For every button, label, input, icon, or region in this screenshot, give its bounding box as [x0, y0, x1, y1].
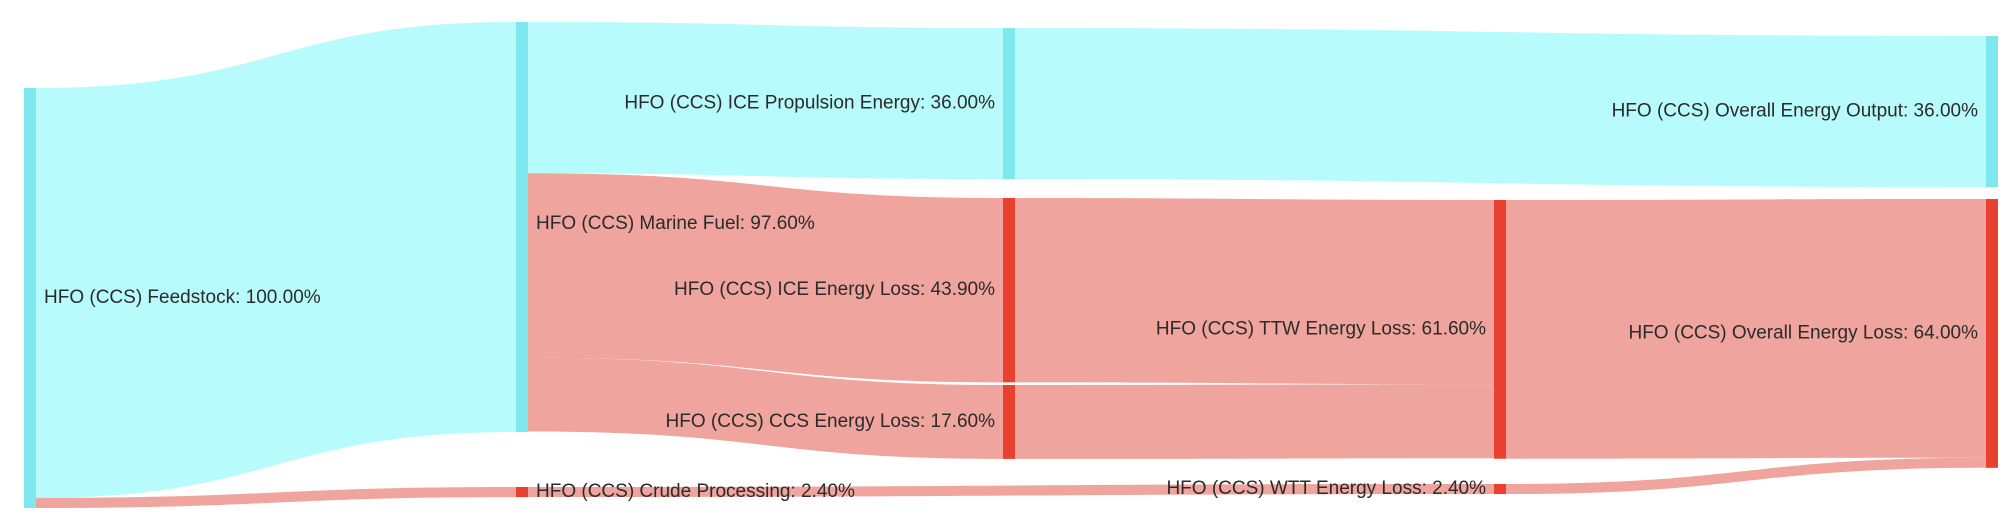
link-ttw-loss-to-overall-loss[interactable]: [1506, 199, 1986, 459]
link-ccs-loss-to-ttw-loss[interactable]: [1015, 384, 1494, 459]
link-feedstock-to-marine-fuel[interactable]: [36, 22, 516, 498]
label-ccs-loss: HFO (CCS) CCS Energy Loss: 17.60%: [666, 411, 996, 432]
node-overall-output[interactable]: [1986, 36, 1998, 188]
link-ice-loss-to-ttw-loss[interactable]: [1015, 198, 1494, 385]
label-overall-loss: HFO (CCS) Overall Energy Loss: 64.00%: [1628, 322, 1978, 343]
node-ice-propulsion[interactable]: [1003, 28, 1015, 180]
label-marine-fuel: HFO (CCS) Marine Fuel: 97.60%: [536, 213, 815, 234]
sankey-labels: HFO (CCS) Feedstock: 100.00% HFO (CCS) Ma…: [44, 93, 1978, 502]
link-crude-processing-to-wtt-loss[interactable]: [528, 484, 1494, 498]
node-wtt-loss[interactable]: [1494, 484, 1506, 495]
label-ice-loss: HFO (CCS) ICE Energy Loss: 43.90%: [674, 279, 995, 300]
link-marine-fuel-to-ccs-loss[interactable]: [528, 357, 1003, 459]
node-crude-processing[interactable]: [516, 487, 528, 498]
node-ttw-loss[interactable]: [1494, 200, 1506, 459]
link-wtt-loss-to-overall-loss[interactable]: [1506, 457, 1986, 495]
node-marine-fuel[interactable]: [516, 22, 528, 432]
sankey-nodes: [24, 22, 1998, 508]
label-overall-output: HFO (CCS) Overall Energy Output: 36.00%: [1612, 101, 1979, 122]
label-wtt-loss: HFO (CCS) WTT Energy Loss: 2.40%: [1166, 478, 1486, 499]
node-feedstock[interactable]: [24, 88, 36, 508]
link-marine-fuel-to-ice-propulsion[interactable]: [528, 22, 1003, 180]
link-ice-propulsion-to-overall-output[interactable]: [1015, 28, 1986, 188]
sankey-links: [36, 22, 1986, 508]
label-ice-propulsion: HFO (CCS) ICE Propulsion Energy: 36.00%: [624, 93, 995, 114]
node-ccs-loss[interactable]: [1003, 385, 1015, 459]
node-overall-loss[interactable]: [1986, 199, 1998, 468]
label-ttw-loss: HFO (CCS) TTW Energy Loss: 61.60%: [1156, 318, 1486, 339]
link-feedstock-to-crude-processing[interactable]: [36, 487, 516, 508]
label-feedstock: HFO (CCS) Feedstock: 100.00%: [44, 287, 321, 308]
link-marine-fuel-to-ice-loss[interactable]: [528, 173, 1003, 383]
label-crude-processing: HFO (CCS) Crude Processing: 2.40%: [536, 481, 855, 502]
node-ice-loss[interactable]: [1003, 198, 1015, 383]
